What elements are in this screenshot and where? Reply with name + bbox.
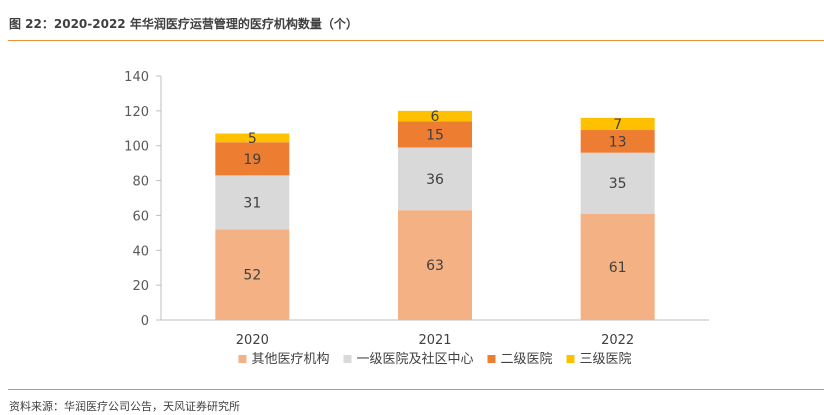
bottom-divider [8, 389, 824, 390]
data-label: 35 [609, 176, 627, 192]
figure-title: 图 22：2020-2022 年华润医疗运营管理的医疗机构数量（个） [9, 17, 358, 31]
bar-segment [398, 210, 472, 320]
bar-segment [398, 110, 472, 122]
y-tick-label: 20 [132, 279, 149, 294]
data-label: 6 [431, 109, 440, 125]
y-tick-label: 0 [141, 314, 149, 329]
legend-swatch [343, 355, 352, 363]
data-label: 13 [609, 134, 627, 150]
x-tick-label: 2022 [601, 333, 634, 348]
data-label: 36 [426, 172, 444, 188]
legend-swatch [238, 355, 247, 363]
bar-segment [398, 147, 472, 211]
data-label: 61 [609, 260, 627, 276]
y-tick-label: 80 [132, 175, 149, 190]
stacked-bar-chart: 0 20 40 60 80 100 120 140 52 31 19 5 2020 63 36 15 6 2021… [124, 70, 709, 367]
bar-segment [580, 152, 655, 214]
data-label: 52 [243, 268, 261, 284]
bar-segment [215, 133, 290, 143]
y-tick-label: 100 [124, 140, 149, 155]
y-tick-label: 140 [124, 70, 149, 85]
data-label: 19 [243, 152, 261, 168]
data-label: 31 [243, 195, 261, 211]
bar-segment [215, 175, 290, 230]
top-divider [8, 40, 824, 41]
bar-segment [215, 142, 290, 176]
data-label: 5 [248, 131, 257, 147]
legend-label: 二级医院 [501, 352, 553, 367]
bar-segment [398, 121, 472, 148]
legend-label: 其他医疗机构 [251, 352, 329, 367]
y-tick-label: 60 [132, 209, 149, 224]
x-tick-label: 2020 [236, 333, 269, 348]
legend-label: 一级医院及社区中心 [356, 351, 473, 367]
bar-segment [580, 130, 655, 153]
legend-label: 三级医院 [580, 352, 632, 367]
legend-swatch [566, 355, 575, 363]
y-tick-label: 40 [132, 244, 149, 259]
bar-segment [580, 117, 655, 131]
data-label: 15 [426, 127, 444, 143]
source-note: 资料来源：华润医疗公司公告，天风证券研究所 [9, 400, 240, 413]
bar-segment [215, 229, 290, 320]
data-label: 7 [613, 117, 622, 133]
x-tick-label: 2021 [418, 333, 451, 348]
y-tick-label: 120 [124, 105, 149, 120]
bar-segment [580, 213, 655, 320]
legend-swatch [487, 355, 496, 363]
data-label: 63 [426, 258, 444, 274]
